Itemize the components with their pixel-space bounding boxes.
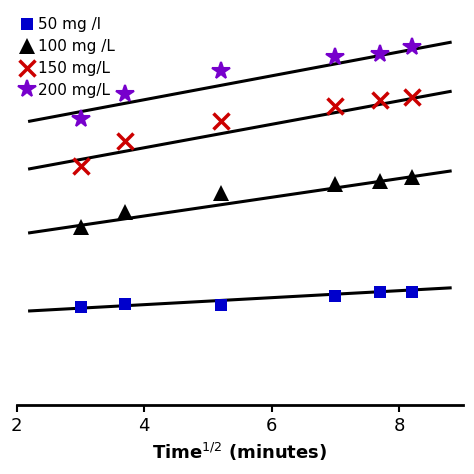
- Line: 50 mg /l: 50 mg /l: [74, 285, 418, 313]
- 200 mg/L: [333, 55, 338, 60]
- 150 mg/L: [122, 138, 128, 144]
- Line: 200 mg/L: 200 mg/L: [72, 38, 421, 128]
- 50 mg /l: [122, 301, 128, 306]
- Line: 150 mg/L: 150 mg/L: [73, 89, 419, 173]
- 100 mg /L: [333, 182, 338, 187]
- 100 mg /L: [122, 209, 128, 215]
- 200 mg/L: [377, 51, 383, 57]
- 50 mg /l: [409, 289, 415, 294]
- Line: 100 mg /L: 100 mg /L: [73, 169, 419, 235]
- 150 mg/L: [333, 103, 338, 109]
- 100 mg /L: [377, 178, 383, 183]
- X-axis label: Time$^{1/2}$ (minutes): Time$^{1/2}$ (minutes): [152, 441, 328, 463]
- 150 mg/L: [78, 163, 83, 169]
- 50 mg /l: [218, 302, 224, 308]
- 100 mg /L: [409, 174, 415, 180]
- 50 mg /l: [78, 304, 83, 310]
- 150 mg/L: [218, 118, 224, 124]
- 200 mg/L: [122, 91, 128, 97]
- 200 mg/L: [218, 68, 224, 73]
- 150 mg/L: [377, 98, 383, 103]
- 50 mg /l: [377, 290, 383, 295]
- Legend: 50 mg /l, 100 mg /L, 150 mg/L, 200 mg/L: 50 mg /l, 100 mg /L, 150 mg/L, 200 mg/L: [20, 14, 118, 101]
- 50 mg /l: [333, 293, 338, 299]
- 200 mg/L: [409, 44, 415, 50]
- 150 mg/L: [409, 94, 415, 100]
- 200 mg/L: [78, 116, 83, 122]
- 100 mg /L: [78, 224, 83, 230]
- 100 mg /L: [218, 191, 224, 196]
